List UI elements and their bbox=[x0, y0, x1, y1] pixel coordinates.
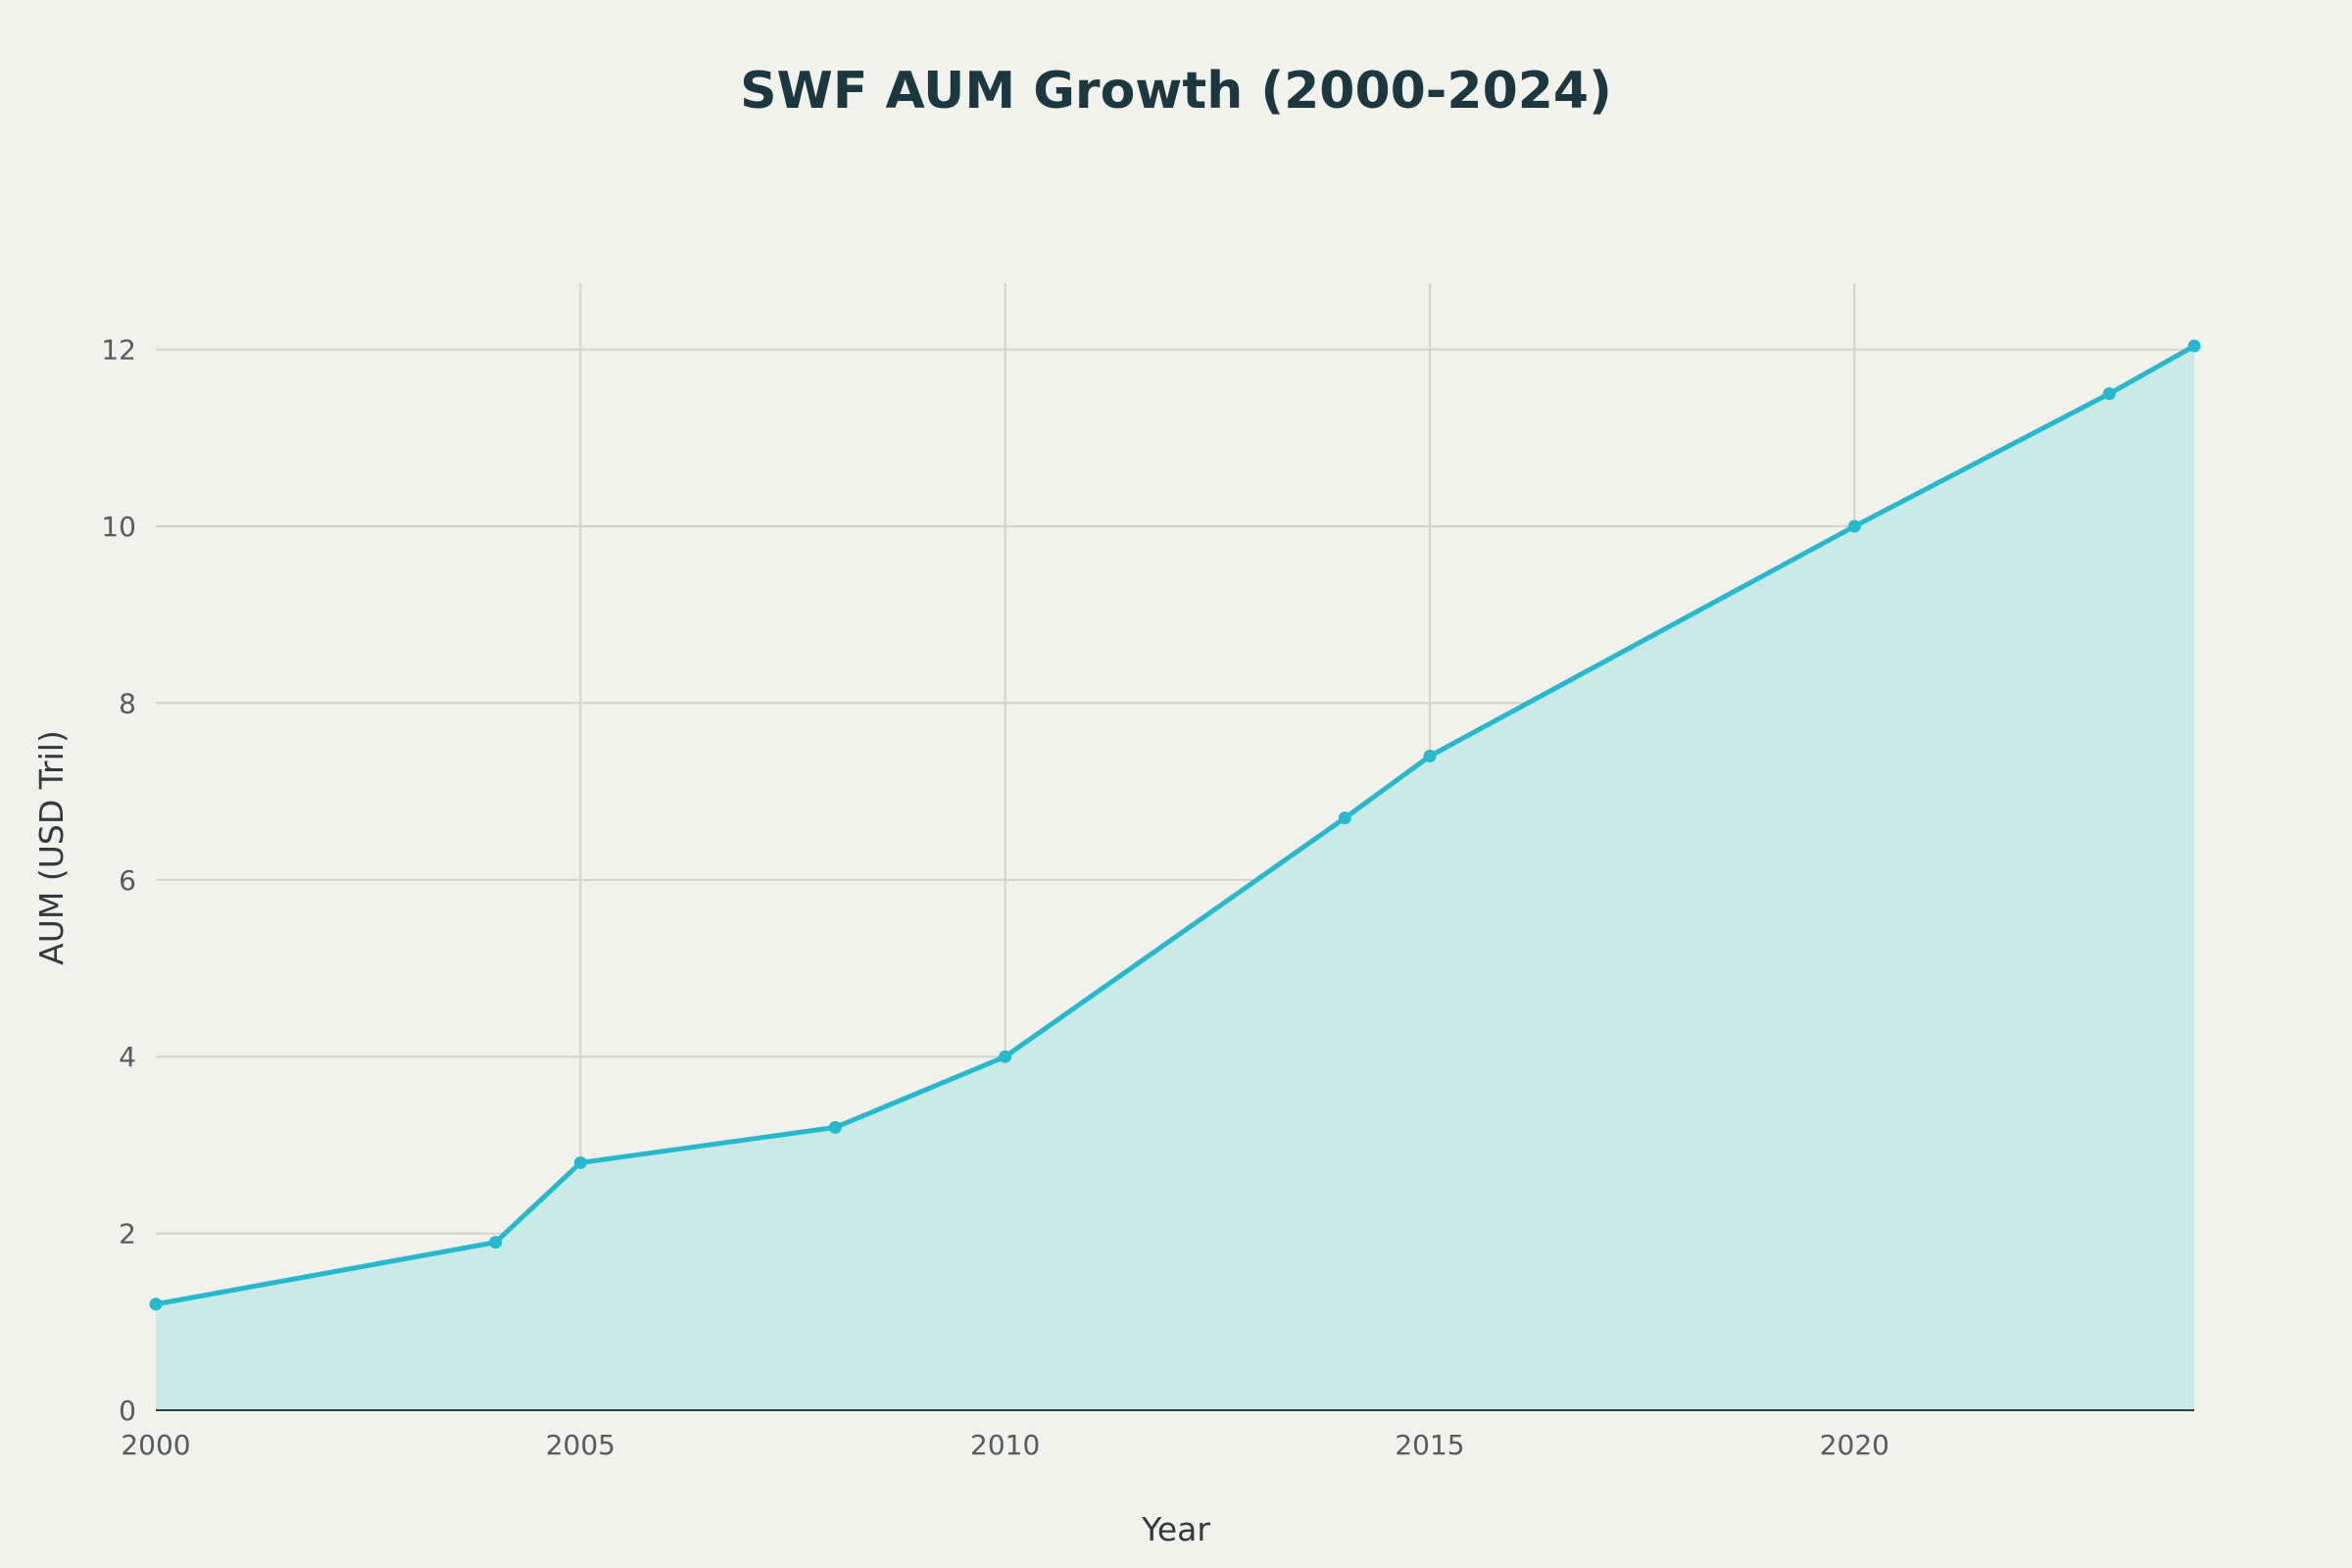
y-tick-label: 0 bbox=[119, 1395, 136, 1427]
data-point bbox=[999, 1050, 1012, 1063]
y-tick-label: 8 bbox=[119, 687, 136, 719]
chart-title: SWF AUM Growth (2000-2024) bbox=[740, 62, 1612, 121]
x-tick-label: 2015 bbox=[1395, 1429, 1464, 1461]
x-axis-label: Year bbox=[1141, 1510, 1210, 1548]
y-tick-label: 6 bbox=[119, 864, 136, 897]
area-fill bbox=[156, 346, 2194, 1411]
data-point bbox=[1423, 750, 1437, 763]
x-tick-label: 2010 bbox=[970, 1429, 1040, 1461]
x-tick-label: 2005 bbox=[546, 1429, 615, 1461]
y-tick-label: 4 bbox=[119, 1041, 136, 1073]
data-point bbox=[489, 1236, 503, 1250]
data-point bbox=[1338, 811, 1351, 825]
x-tick-label: 2020 bbox=[1820, 1429, 1889, 1461]
data-point bbox=[2187, 339, 2201, 353]
data-point bbox=[828, 1120, 842, 1134]
y-tick-label: 12 bbox=[101, 334, 136, 367]
y-tick-label: 2 bbox=[119, 1218, 136, 1250]
y-tick-label: 10 bbox=[101, 511, 136, 543]
data-point bbox=[573, 1155, 587, 1169]
y-axis-label: AUM (USD Tril) bbox=[32, 730, 71, 965]
data-point bbox=[2102, 387, 2116, 401]
data-point bbox=[1847, 519, 1861, 533]
y-tick-labels: 0 2 4 6 8 10 12 bbox=[101, 334, 136, 1427]
data-points bbox=[149, 339, 2201, 1311]
series-line bbox=[155, 343, 2196, 1307]
x-tick-label: 2000 bbox=[121, 1429, 190, 1461]
x-tick-labels: 2000 2005 2010 2015 2020 bbox=[121, 1429, 1889, 1461]
data-point bbox=[149, 1298, 163, 1311]
